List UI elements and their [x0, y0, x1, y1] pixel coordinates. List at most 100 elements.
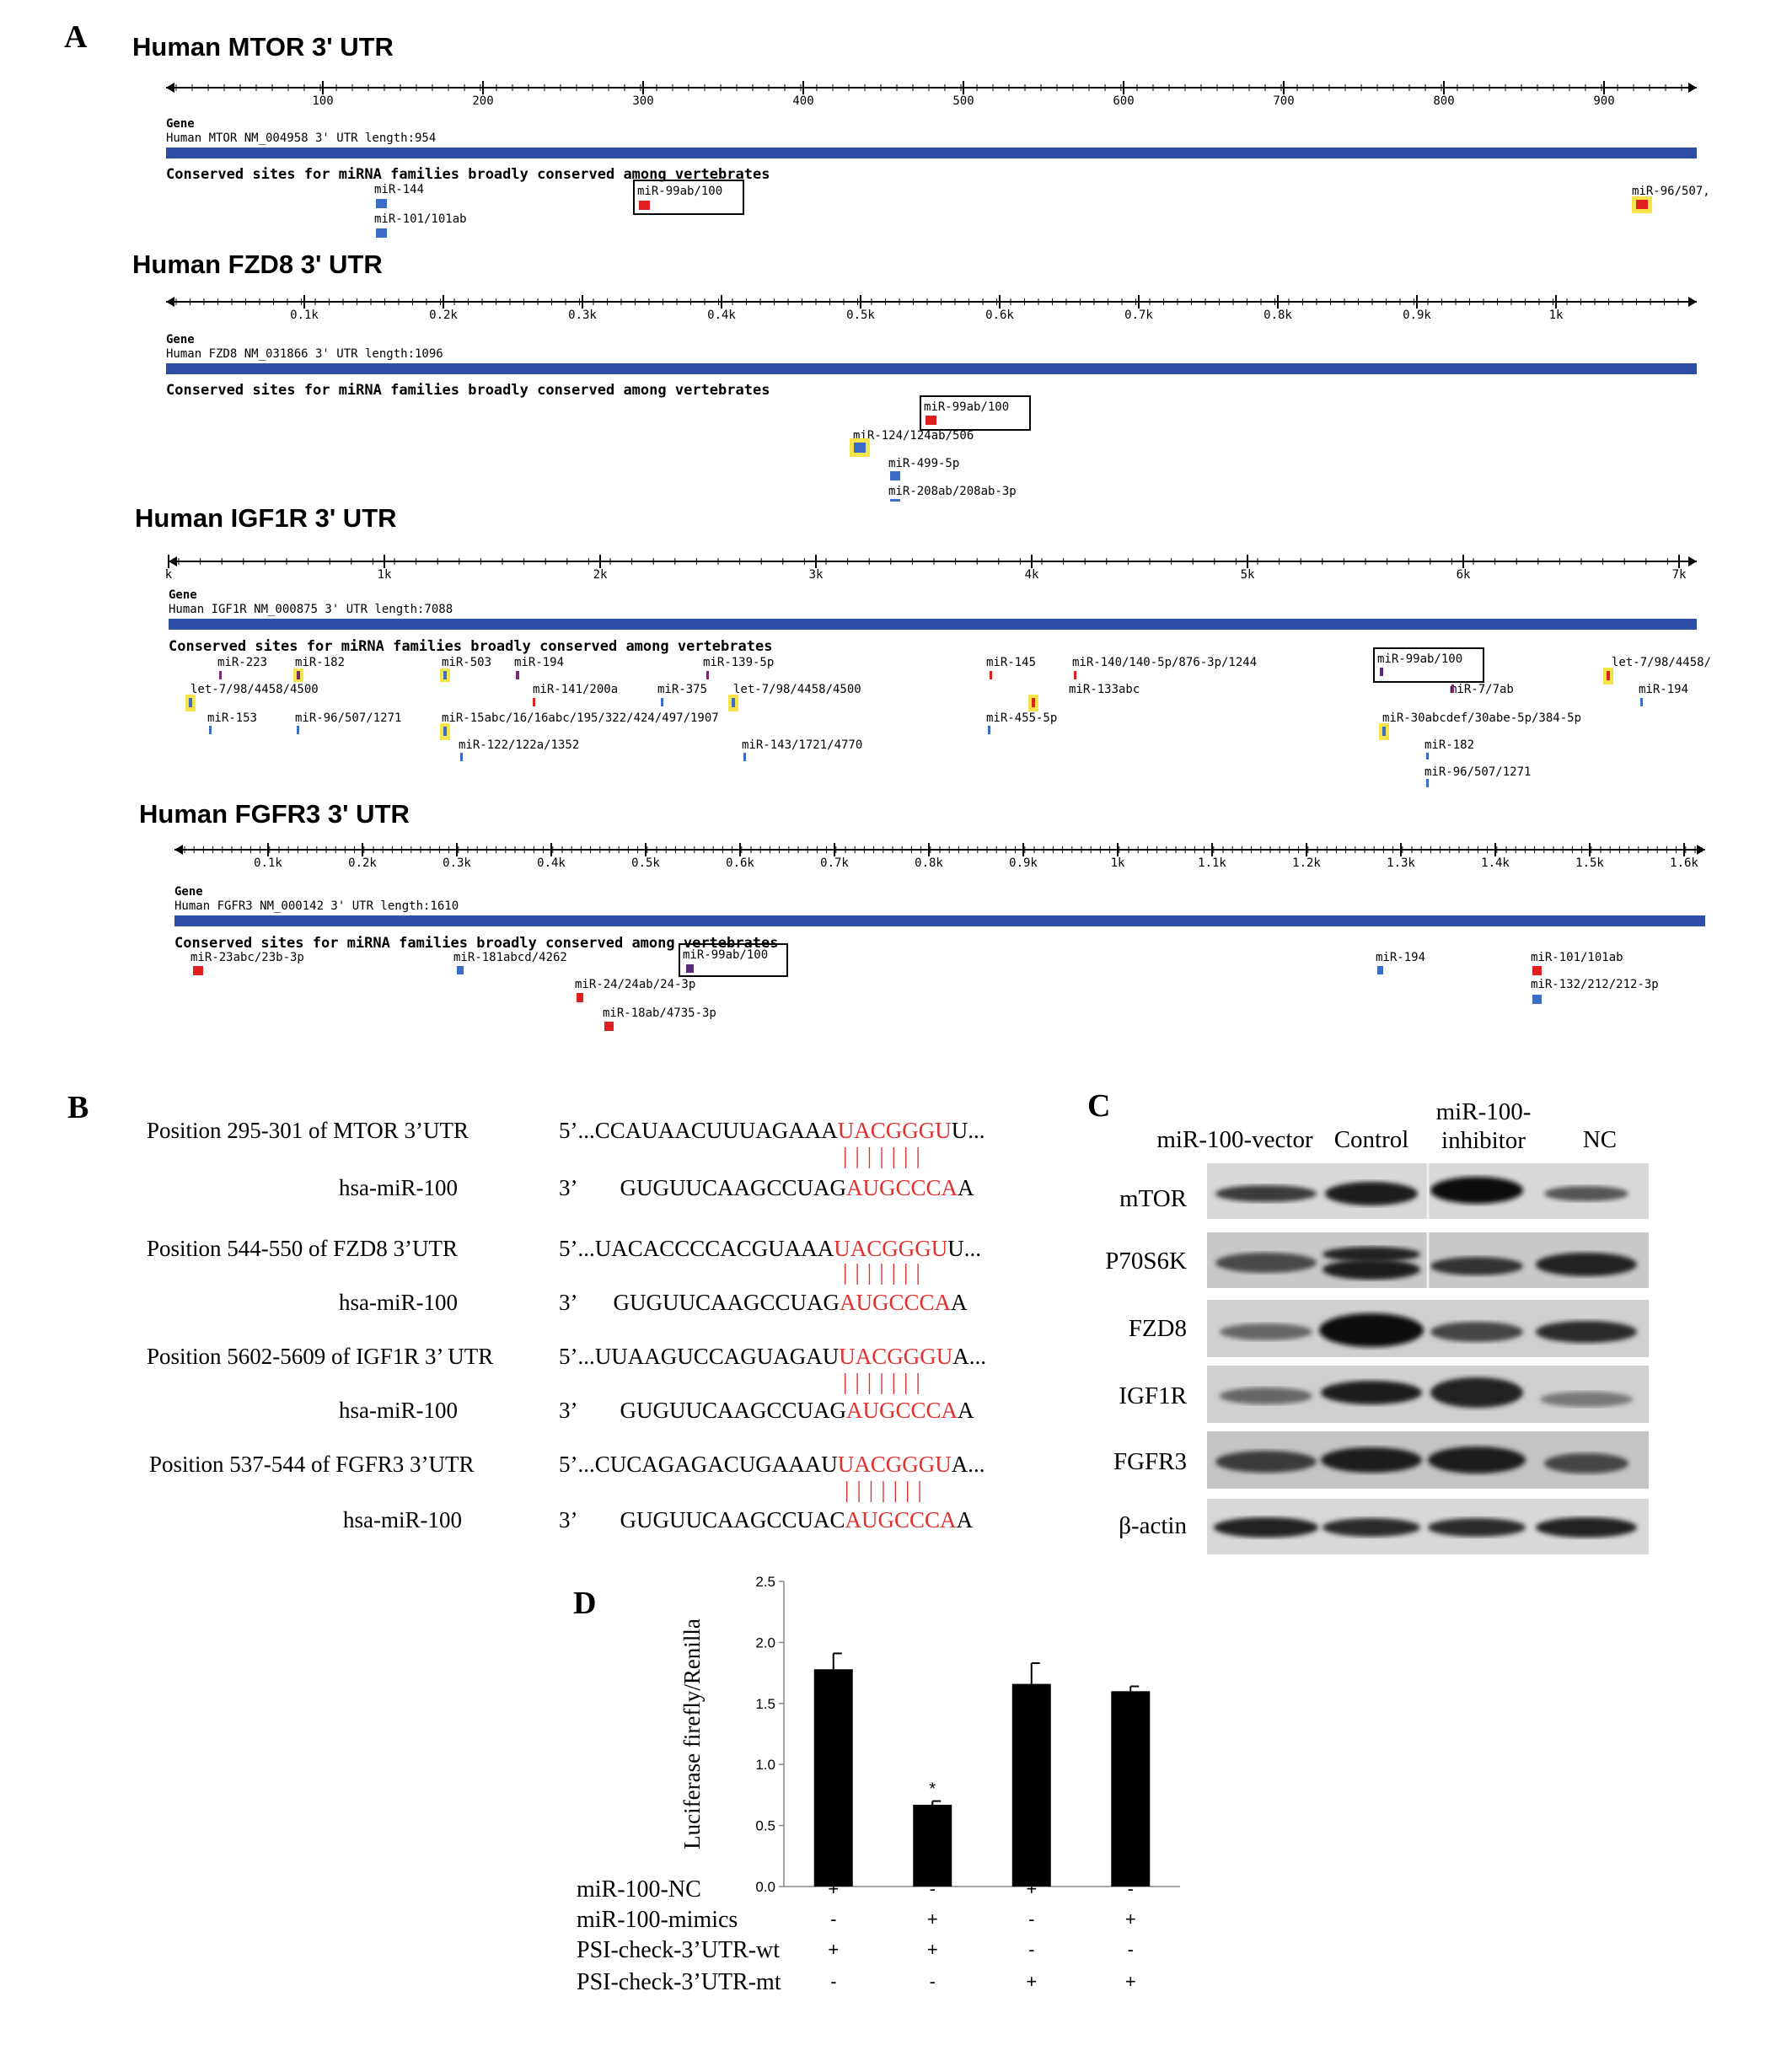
ruler-tick-label: 600: [1113, 94, 1134, 108]
site-marker: [1032, 698, 1035, 707]
ruler-tick-label: 900: [1593, 94, 1614, 108]
bar: [913, 1804, 952, 1887]
mirna-sequence: 3’ GUGUUCAAGCCUACAUGCCCAA: [559, 1507, 974, 1532]
alignment-position-label: Position 544-550 of FZD8 3’UTR: [147, 1236, 459, 1261]
igf1r-utr-title: Human IGF1R 3' UTR: [135, 503, 397, 533]
fzd8-ruler: 0.1k 0.2k 0.3k 0.4k 0.5k 0.6k 0.7k 0.8k 0.9k 1k: [166, 295, 1697, 322]
condition-sign: +: [1124, 1971, 1136, 1992]
luciferase-bar-chart: 0.0 0.5 1.0 1.5 2.0 2.5 Luciferase firefly/Ren…: [679, 1574, 1180, 1895]
site-label: miR-96/507,: [1632, 185, 1710, 198]
condition-sign: -: [929, 1878, 936, 1899]
site-marker: [639, 201, 650, 210]
blot-row-label: FZD8: [1128, 1315, 1187, 1342]
fgfr3-utr-map: 0.1k 0.2k 0.3k 0.4k 0.5k 0.6k 0.7k 0.8k 0.9k 1k 1.…: [174, 843, 1705, 1031]
site-marker: [1640, 698, 1643, 706]
mirna-label: hsa-miR-100: [343, 1507, 462, 1532]
site-label: miR-101/101ab: [374, 212, 467, 226]
mtor-utr-title: Human MTOR 3' UTR: [132, 32, 394, 62]
site-label: miR-96/507/1271: [295, 711, 401, 725]
ruler-tick-label: 0.3k: [443, 856, 471, 870]
ruler-tick-label: 2k: [593, 568, 608, 582]
site-marker: [1451, 684, 1454, 693]
ruler-tick-label: 0.8k: [915, 856, 943, 870]
site-label: miR-99ab/100: [924, 400, 1009, 414]
y-tick-label: 1.0: [755, 1757, 775, 1773]
ruler-tick-label: 700: [1273, 94, 1294, 108]
site-marker: [732, 698, 735, 707]
mir-100-highlight-box: [633, 180, 744, 215]
site-marker: [743, 753, 746, 761]
fzd8-utr-map: 0.1k 0.2k 0.3k 0.4k 0.5k 0.6k 0.7k 0.8k 0.9k 1k G…: [166, 295, 1697, 502]
condition-label: miR-100-NC: [577, 1876, 701, 1903]
ruler-tick-label: 0.1k: [254, 856, 282, 870]
site-marker: [193, 966, 203, 975]
site-marker: [1532, 966, 1542, 975]
site-label: let-7/98/4458/4500: [190, 683, 319, 696]
blot-row-label: IGF1R: [1119, 1382, 1187, 1409]
ruler-tick-label: 0.4k: [707, 309, 736, 322]
utr-sequence: 5’...CCAUAACUUUAGAAAUACGGGUU...: [559, 1118, 985, 1143]
utr-sequence: 5’...CUCAGAGACUGAAAUUACGGGUA...: [559, 1452, 985, 1477]
site-marker: [1426, 779, 1429, 787]
site-label: miR-145: [986, 656, 1036, 669]
condition-sign: +: [926, 1908, 938, 1930]
condition-sign: +: [1026, 1878, 1038, 1899]
condition-sign: -: [1127, 1878, 1134, 1899]
igf1r-utr-bar: [169, 619, 1697, 630]
site-label: let-7/98/4458/: [1612, 656, 1711, 669]
ruler-tick-label: 5k: [1241, 568, 1255, 582]
ruler-tick-label: 1.2k: [1292, 856, 1321, 870]
site-label: miR-140/140-5p/876-3p/1244: [1072, 656, 1257, 669]
blot-row-label: P70S6K: [1105, 1248, 1187, 1275]
site-label: let-7/98/4458/4500: [733, 683, 861, 696]
ruler-tick-label: 1.6k: [1670, 856, 1698, 870]
site-marker: [604, 1022, 614, 1031]
igf1r-sites-header: Conserved sites for miRNA families broad…: [169, 638, 772, 655]
site-label: miR-24/24ab/24-3p: [575, 978, 695, 991]
ruler-tick-label: 0.5k: [846, 309, 875, 322]
fzd8-gene-label: Gene: [166, 333, 195, 346]
mir-100-highlight-box: [679, 943, 788, 977]
blot-column-header: miR-100-vector: [1156, 1126, 1313, 1153]
site-label: miR-96/507/1271: [1424, 765, 1531, 779]
site-label: miR-182: [1424, 738, 1474, 752]
condition-sign: -: [830, 1971, 837, 1992]
ruler-tick-label: 0.6k: [985, 309, 1014, 322]
y-tick-label: 0.0: [755, 1879, 775, 1895]
site-label: miR-99ab/100: [637, 185, 722, 198]
mtor-gene-label: Gene: [166, 117, 195, 131]
site-marker: [297, 726, 299, 734]
condition-sign: -: [1028, 1939, 1035, 1960]
ruler-tick-label: k: [165, 568, 173, 582]
bar: [1011, 1683, 1051, 1887]
ruler-tick-label: 100: [312, 94, 333, 108]
site-marker: [443, 727, 447, 736]
site-label: miR-153: [207, 711, 257, 725]
mtor-ruler: 100 200 300 400 500 600 700 800 900: [166, 81, 1697, 108]
ruler-tick-label: 0.8k: [1264, 309, 1292, 322]
blot-strip-beta-actin: [1207, 1499, 1649, 1554]
fzd8-sites-header: Conserved sites for miRNA families broad…: [166, 382, 770, 399]
site-label: miR-455-5p: [986, 711, 1057, 725]
site-marker: [926, 416, 936, 425]
site-label: miR-101/101ab: [1531, 951, 1623, 964]
blot-column-header: miR-100- inhibitor: [1435, 1098, 1532, 1154]
ruler-tick-label: 1.5k: [1575, 856, 1604, 870]
bar: [1111, 1691, 1151, 1887]
blot-row-label: mTOR: [1119, 1185, 1187, 1212]
igf1r-gene-label: Gene: [169, 588, 197, 602]
site-label: miR-7/7ab: [1450, 683, 1514, 696]
ruler-tick-label: 1k: [378, 568, 392, 582]
condition-label: miR-100-mimics: [577, 1907, 738, 1933]
ruler-tick-label: 0.5k: [631, 856, 660, 870]
mtor-utr-bar: [166, 148, 1697, 158]
site-label: miR-194: [514, 656, 564, 669]
ruler-tick-label: 0.2k: [348, 856, 377, 870]
alignment-position-label: Position 537-544 of FGFR3 3’UTR: [149, 1452, 475, 1477]
panel-label-c: C: [1087, 1088, 1111, 1124]
ruler-tick-label: 3k: [809, 568, 824, 582]
site-marker: [577, 993, 583, 1002]
y-tick-label: 1.5: [755, 1696, 775, 1712]
mtor-utr-map: 100 200 300 400 500 600 700 800 900 Gene Human M…: [166, 81, 1710, 238]
utr-sequence: 5’...UACACCCCACGUAAAUACGGGUU...: [559, 1236, 982, 1261]
